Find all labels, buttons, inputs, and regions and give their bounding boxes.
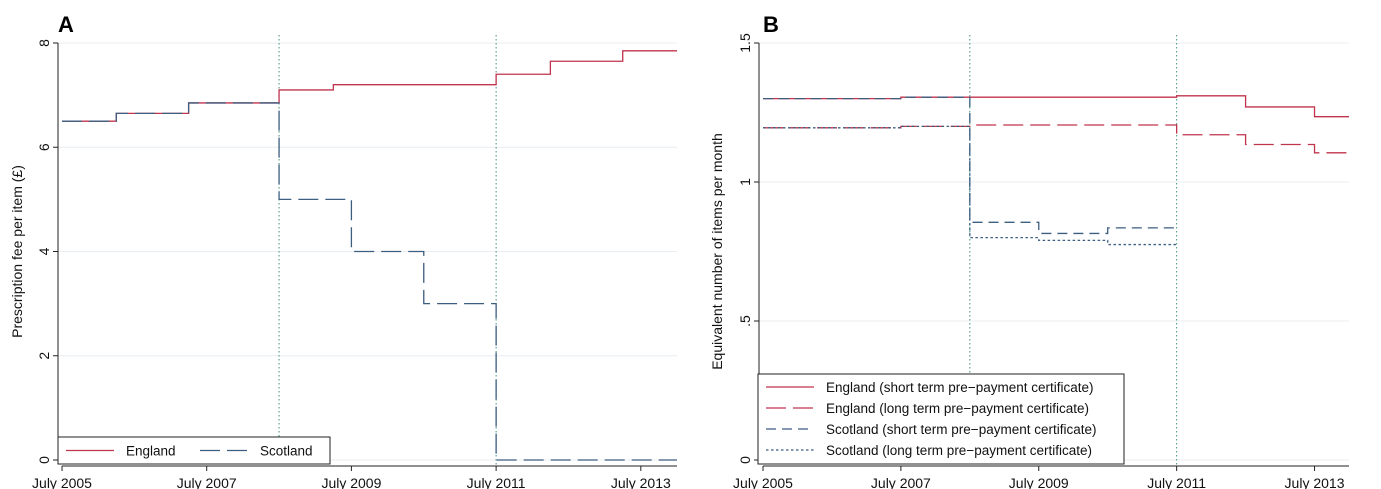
x-tick-label: July 2013 [611, 475, 671, 489]
y-tick-label: 8 [36, 39, 52, 47]
series-line-england-1 [763, 124, 1349, 154]
legend-label: Scotland (long term pre−payment certific… [826, 443, 1092, 458]
y-tick-label: 0 [737, 456, 753, 464]
legend-label: England (long term pre−payment certifica… [826, 401, 1089, 416]
y-tick-label: 4 [36, 247, 52, 255]
x-tick-label: July 2009 [321, 475, 381, 489]
y-axis-label: Equivalent number of items per month [709, 133, 725, 370]
series-line-scotland-3 [763, 125, 1177, 246]
panel-a: 0 2 4 6 8 July 2005 July 2007 July 2009 July 201… [9, 12, 677, 489]
y-tick-label: 6 [36, 143, 52, 151]
panel-label: B [763, 12, 779, 37]
y-tick-label: 0 [36, 456, 52, 464]
panel-label: A [58, 12, 74, 37]
legend-label: England (short term pre−payment certific… [826, 380, 1094, 395]
y-axis-label: Prescription fee per item (£) [9, 165, 25, 338]
x-tick-label: July 2005 [32, 475, 92, 489]
x-tick-label: July 2007 [177, 475, 237, 489]
legend-label: Scotland [260, 444, 313, 459]
series-line-england-0 [763, 95, 1349, 118]
y-tick-label: 2 [36, 352, 52, 360]
x-tick-label: July 2007 [871, 475, 931, 489]
y-tick-label: 1.5 [737, 33, 753, 53]
x-tick-label: July 2011 [467, 475, 526, 489]
x-tick-label: July 2013 [1285, 475, 1345, 489]
series-line-england-0 [62, 50, 677, 122]
series-line-scotland-1 [62, 102, 677, 461]
y-tick-label: .5 [737, 315, 753, 327]
legend-box [757, 373, 1125, 465]
x-tick-label: July 2011 [1147, 475, 1206, 489]
legend-label: Scotland (short term pre−payment certifi… [826, 422, 1097, 437]
series-line-scotland-2 [763, 96, 1177, 235]
x-tick-label: July 2005 [733, 475, 793, 489]
legend-label: England [126, 444, 176, 459]
x-tick-label: July 2009 [1009, 475, 1069, 489]
panel-b: 0 .5 1 1.5 July 2005 July 2007 July 2009 July 2… [709, 12, 1349, 489]
y-tick-label: 1 [737, 178, 753, 186]
